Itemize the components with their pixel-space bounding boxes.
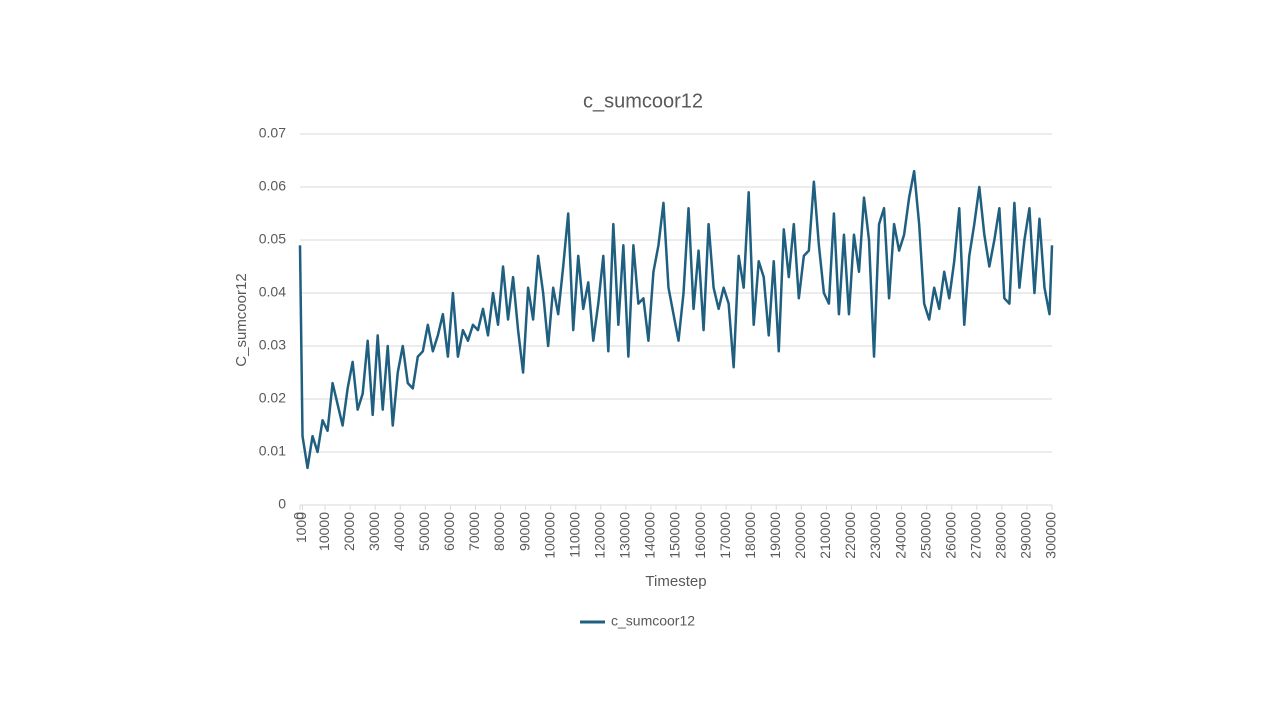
x-tick-label: 200000 xyxy=(792,512,808,559)
x-tick-label: 260000 xyxy=(942,512,958,559)
x-tick-label: 220000 xyxy=(842,512,858,559)
x-tick-label: 60000 xyxy=(441,512,457,551)
x-tick-label: 30000 xyxy=(366,512,382,551)
x-tick-label: 0 xyxy=(291,512,307,520)
x-tick-label: 1000 xyxy=(293,512,309,543)
y-tick-label: 0.05 xyxy=(259,231,286,247)
legend-label: c_sumcoor12 xyxy=(611,613,695,629)
y-tick-label: 0.07 xyxy=(259,125,286,141)
x-tick-label: 40000 xyxy=(391,512,407,551)
x-tick-label: 250000 xyxy=(917,512,933,559)
x-tick-label: 90000 xyxy=(516,512,532,551)
x-tick-label: 300000 xyxy=(1043,512,1059,559)
chart-title: c_sumcoor12 xyxy=(583,90,703,112)
x-tick-label: 10000 xyxy=(316,512,332,551)
x-tick-label: 180000 xyxy=(742,512,758,559)
x-tick-label: 140000 xyxy=(642,512,658,559)
y-tick-label: 0.04 xyxy=(259,284,286,300)
x-tick-label: 80000 xyxy=(491,512,507,551)
x-tick-label: 100000 xyxy=(541,512,557,559)
data-line xyxy=(298,169,1054,470)
x-tick-label: 130000 xyxy=(617,512,633,559)
x-tick-label: 120000 xyxy=(592,512,608,559)
y-tick-label: 0.03 xyxy=(259,337,286,353)
y-tick-label: 0.01 xyxy=(259,443,286,459)
x-tick-label: 50000 xyxy=(416,512,432,551)
x-tick-label: 240000 xyxy=(892,512,908,559)
x-tick-label: 280000 xyxy=(993,512,1009,559)
x-tick-label: 110000 xyxy=(566,512,582,558)
x-tick-label: 160000 xyxy=(692,512,708,559)
x-tick-label: 290000 xyxy=(1018,512,1034,559)
x-tick-label: 70000 xyxy=(466,512,482,551)
x-tick-label: 230000 xyxy=(867,512,883,559)
x-tick-label: 150000 xyxy=(667,512,683,559)
y-axis-label: C_sumcoor12 xyxy=(233,273,250,366)
y-tick-label: 0.02 xyxy=(259,390,286,406)
x-tick-label: 170000 xyxy=(717,512,733,559)
y-tick-label: 0.06 xyxy=(259,178,286,194)
y-tick-label: 0 xyxy=(278,496,286,512)
x-tick-label: 20000 xyxy=(341,512,357,551)
x-tick-label: 270000 xyxy=(968,512,984,559)
x-tick-label: 210000 xyxy=(817,512,833,559)
x-tick-label: 190000 xyxy=(767,512,783,559)
x-axis-label: Timestep xyxy=(645,573,706,590)
